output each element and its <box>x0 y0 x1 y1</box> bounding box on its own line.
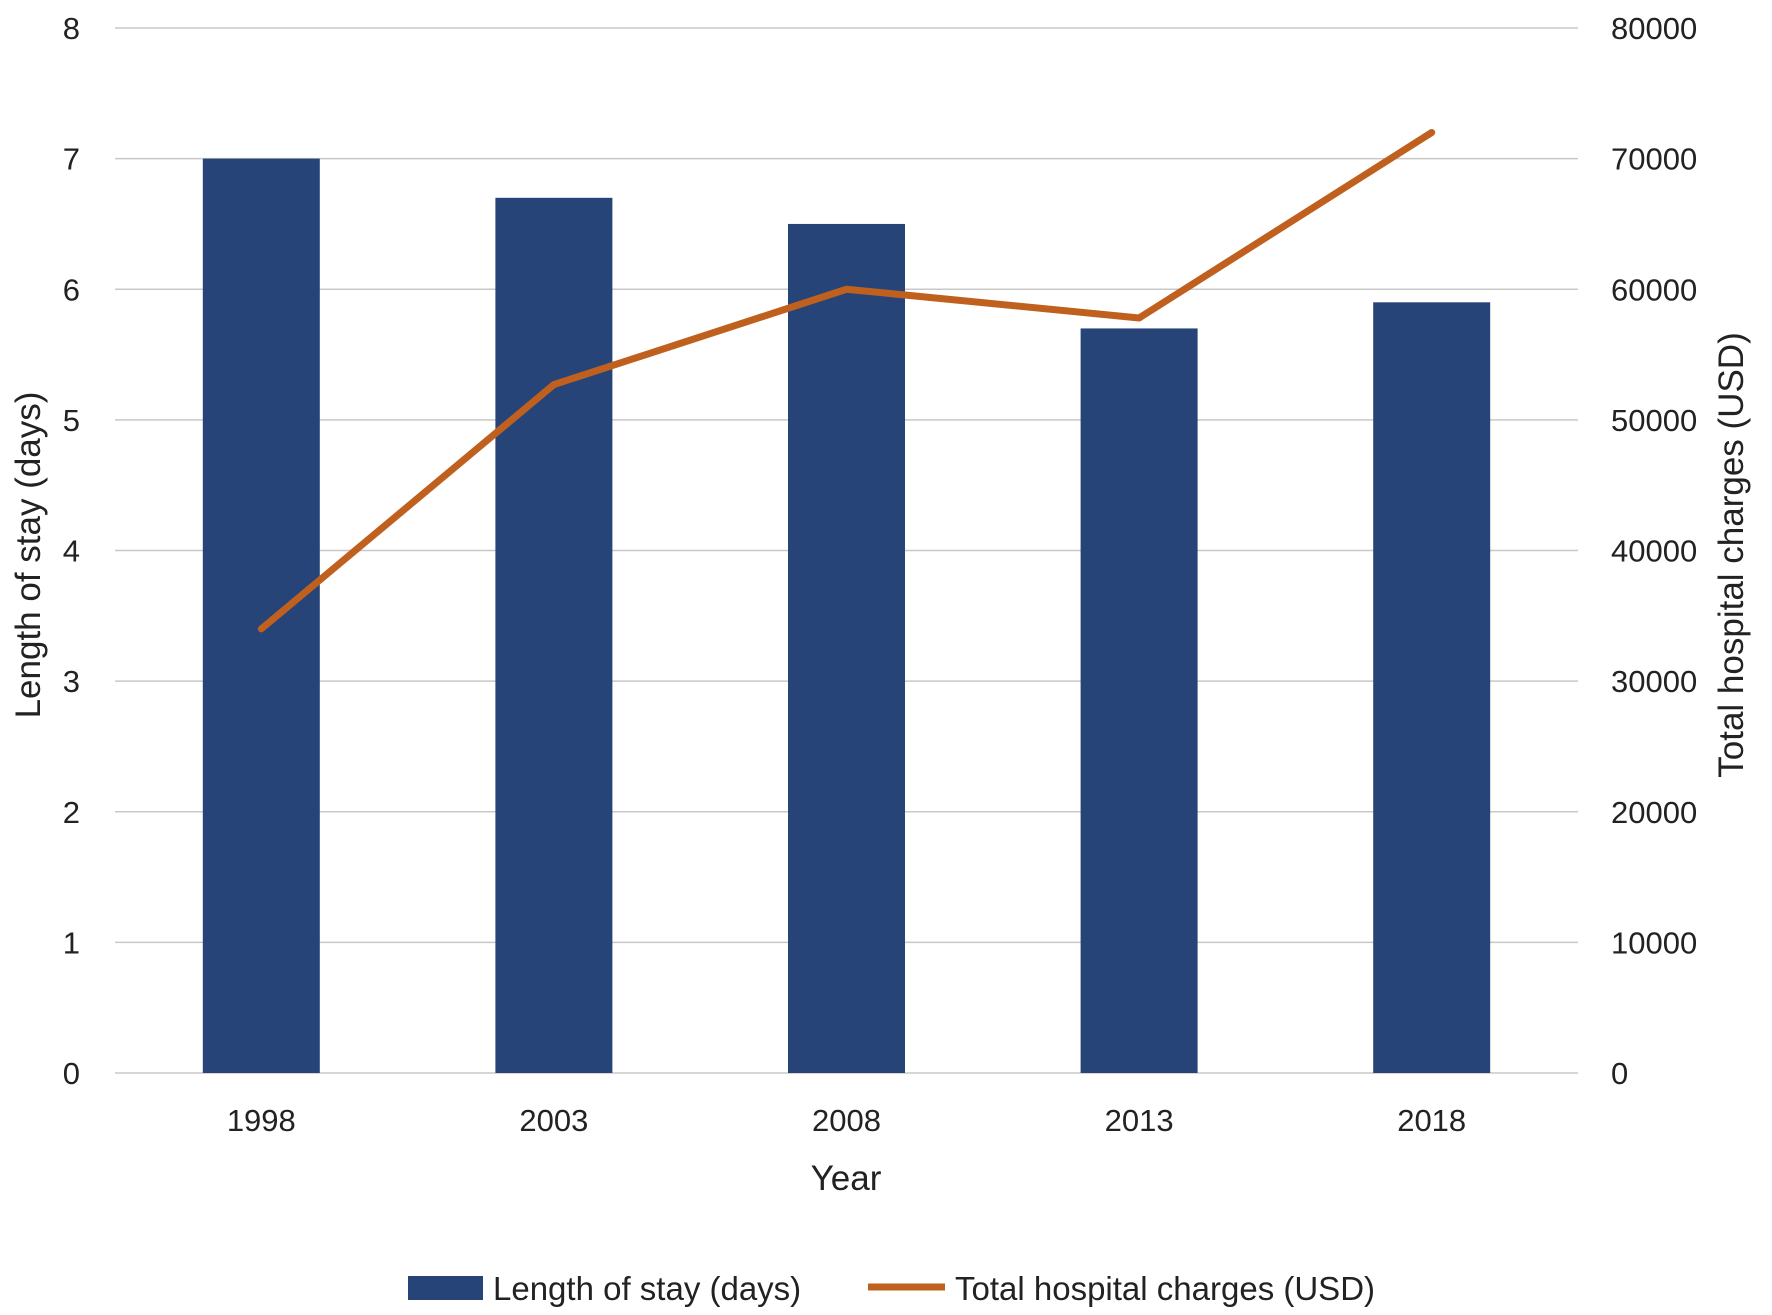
bar <box>495 197 613 1073</box>
bar <box>1373 302 1491 1073</box>
legend: Length of stay (days) Total hospital cha… <box>408 1270 1375 1307</box>
y-axis-left: 0 1 2 3 4 5 6 7 8 <box>63 11 80 1091</box>
y-left-tick-label: 4 <box>63 534 80 569</box>
y-left-tick-label: 8 <box>63 11 80 46</box>
y-right-tick-label: 10000 <box>1611 925 1697 960</box>
bar <box>1080 328 1198 1073</box>
y-axis-left-title: Length of stay (days) <box>9 392 48 719</box>
y-right-tick-label: 40000 <box>1611 534 1697 569</box>
x-tick-label: 2003 <box>519 1103 588 1138</box>
y-right-tick-label: 70000 <box>1611 142 1697 177</box>
bar-series <box>202 158 1491 1073</box>
x-tick-label: 2008 <box>812 1103 881 1138</box>
x-axis: 1998 2003 2008 2013 2018 <box>227 1103 1466 1138</box>
y-left-tick-label: 6 <box>63 272 80 307</box>
y-right-tick-label: 80000 <box>1611 11 1697 46</box>
x-tick-label: 2018 <box>1397 1103 1466 1138</box>
x-tick-label: 1998 <box>227 1103 296 1138</box>
y-axis-right-title: Total hospital charges (USD) <box>1712 332 1751 777</box>
y-left-tick-label: 2 <box>63 795 80 830</box>
x-tick-label: 2013 <box>1105 1103 1174 1138</box>
bar <box>202 158 320 1073</box>
legend-label-line: Total hospital charges (USD) <box>955 1270 1375 1307</box>
y-right-tick-label: 50000 <box>1611 403 1697 438</box>
y-left-tick-label: 1 <box>63 925 80 960</box>
y-right-tick-label: 30000 <box>1611 664 1697 699</box>
bar <box>788 223 905 1073</box>
x-axis-title: Year <box>811 1159 882 1198</box>
y-right-tick-label: 20000 <box>1611 795 1697 830</box>
y-left-tick-label: 3 <box>63 664 80 699</box>
y-axis-right: 0 10000 20000 30000 40000 50000 60000 70000 8000… <box>1611 11 1697 1091</box>
y-right-tick-label: 0 <box>1611 1056 1628 1091</box>
y-left-tick-label: 7 <box>63 142 80 177</box>
legend-swatch-bar <box>408 1276 483 1300</box>
line-series <box>257 129 1436 633</box>
y-right-tick-label: 60000 <box>1611 272 1697 307</box>
y-left-tick-label: 0 <box>63 1056 80 1091</box>
y-left-tick-label: 5 <box>63 403 80 438</box>
legend-label-bar: Length of stay (days) <box>493 1270 801 1307</box>
